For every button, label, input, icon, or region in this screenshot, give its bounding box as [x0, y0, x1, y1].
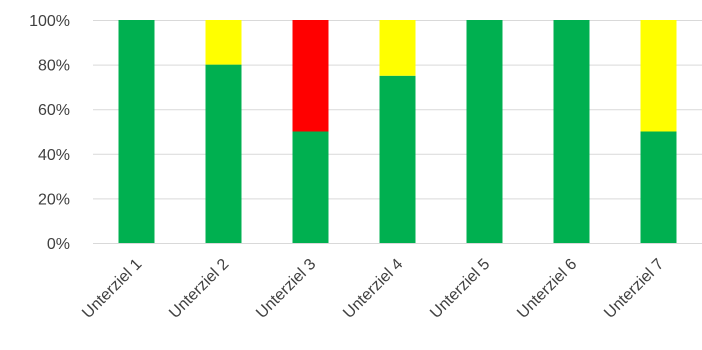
- bar-segment: [379, 75, 416, 243]
- bar-segment: [553, 20, 590, 243]
- y-tick-label: 60%: [38, 102, 70, 119]
- x-category-label: Unterziel 4: [340, 256, 406, 322]
- bars: [118, 20, 677, 243]
- y-tick-label: 0%: [47, 236, 70, 253]
- x-category-label: Unterziel 6: [514, 256, 580, 322]
- bar-segment: [466, 20, 503, 243]
- bar-segment: [205, 64, 242, 243]
- bar-segment: [640, 20, 677, 132]
- x-category-label: Unterziel 1: [79, 256, 145, 322]
- x-category-label: Unterziel 5: [427, 256, 493, 322]
- x-axis-labels: Unterziel 1 Unterziel 2 Unterziel 3 Unterzi…: [79, 256, 667, 322]
- x-category-label: Unterziel 3: [253, 256, 319, 322]
- y-tick-label: 20%: [38, 191, 70, 208]
- bar-segment: [292, 20, 329, 132]
- bar-segment: [292, 131, 329, 243]
- y-tick-label: 80%: [38, 58, 70, 75]
- y-tick-label: 40%: [38, 147, 70, 164]
- bar-segment: [379, 20, 416, 76]
- y-axis-ticks: 0% 20% 40% 60% 80% 100%: [29, 13, 70, 253]
- x-category-label: Unterziel 2: [166, 256, 232, 322]
- bar-segment: [118, 20, 155, 243]
- y-tick-label: 100%: [29, 13, 70, 30]
- x-category-label: Unterziel 7: [601, 256, 667, 322]
- bar-segment: [640, 131, 677, 243]
- bar-segment: [205, 20, 242, 65]
